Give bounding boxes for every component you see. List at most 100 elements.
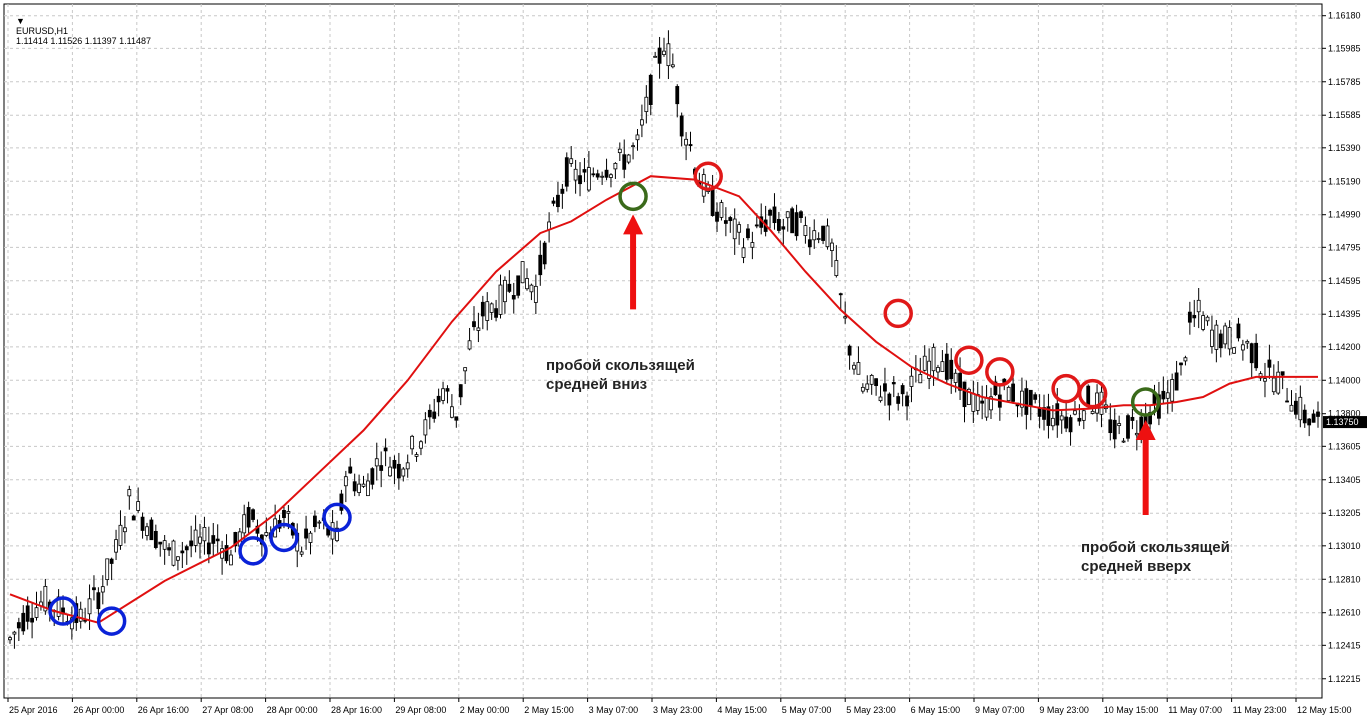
candle-body: [688, 144, 693, 147]
candle-body: [595, 173, 600, 178]
candle-body: [807, 239, 812, 248]
annotation-break-down-line2: средней вниз: [546, 376, 648, 393]
candle-body: [653, 55, 658, 58]
candle-body: [1134, 432, 1139, 436]
candle-body: [781, 226, 786, 230]
candle-body: [405, 462, 410, 470]
candle-body: [790, 208, 795, 234]
time-tick-label: 2 May 15:00: [524, 705, 574, 715]
candle-body: [1108, 419, 1113, 434]
candle-body: [1081, 410, 1086, 421]
candle-body: [1280, 371, 1285, 376]
price-tick-label: 1.14595: [1328, 276, 1361, 286]
candle-body: [542, 242, 547, 265]
candle-body: [1298, 396, 1303, 421]
candle-body: [750, 242, 755, 248]
candle-body: [754, 224, 759, 227]
candle-body: [675, 86, 680, 105]
price-tick-label: 1.15985: [1328, 43, 1361, 53]
candle-body: [489, 303, 494, 313]
candle-body: [131, 515, 136, 521]
candle-body: [193, 529, 198, 546]
candle-body: [348, 466, 353, 474]
candle-body: [1121, 440, 1126, 443]
candle-body: [414, 454, 419, 457]
price-tick-label: 1.14000: [1328, 375, 1361, 385]
candle-body: [1073, 410, 1077, 415]
price-tick-label: 1.12215: [1328, 674, 1361, 684]
time-tick-label: 5 May 07:00: [782, 705, 832, 715]
candle-body: [896, 396, 901, 404]
candle-body: [251, 509, 255, 520]
candle-body: [1006, 386, 1011, 402]
candle-body: [1311, 413, 1316, 423]
candle-body: [233, 532, 238, 547]
candle-body: [476, 327, 481, 331]
candle-body: [507, 283, 512, 292]
candle-body: [883, 383, 887, 392]
time-tick-label: 6 May 15:00: [911, 705, 961, 715]
candle-body: [878, 396, 883, 402]
candle-body: [149, 519, 154, 541]
candle-body: [962, 381, 967, 408]
price-tick-label: 1.15785: [1328, 77, 1361, 87]
time-tick-label: 28 Apr 16:00: [331, 705, 382, 715]
candle-body: [803, 225, 808, 236]
candle-body: [43, 585, 48, 612]
candle-body: [626, 154, 631, 163]
candle-body: [1095, 392, 1099, 414]
candle-body: [662, 50, 666, 56]
candle-body: [856, 362, 861, 375]
candle-body: [1285, 400, 1289, 403]
candle-body: [361, 483, 366, 487]
candle-body: [1254, 342, 1259, 369]
candle-body: [1214, 324, 1219, 350]
candle-body: [1205, 316, 1210, 322]
candle-body: [1033, 394, 1038, 400]
price-tick-label: 1.12415: [1328, 640, 1361, 650]
candle-body: [352, 481, 357, 492]
candle-body: [843, 316, 848, 319]
candle-body: [1227, 327, 1232, 350]
blue-circle-marker: [238, 536, 268, 566]
candle-body: [741, 247, 746, 258]
candle-body: [887, 393, 892, 406]
blue-circle-marker: [96, 606, 127, 636]
candle-body: [746, 228, 750, 239]
candle-body: [949, 359, 954, 380]
candle-body: [927, 360, 932, 379]
candle-body: [1028, 389, 1033, 407]
candle-body: [109, 558, 114, 564]
candle-body: [564, 157, 569, 187]
candle-body: [1245, 341, 1250, 344]
candle-body: [516, 275, 521, 296]
candle-body: [1170, 379, 1175, 402]
candle-body: [922, 355, 927, 371]
candle-body: [1174, 372, 1179, 391]
candle-body: [1236, 323, 1241, 339]
candle-body: [1179, 362, 1183, 366]
candle-body: [498, 284, 503, 315]
candle-body: [286, 511, 291, 514]
candle-body: [12, 631, 17, 635]
candle-body: [171, 540, 176, 566]
candle-body: [684, 138, 688, 146]
candle-body: [1042, 407, 1046, 420]
quote-values: 1.11414 1.11526 1.11397 1.11487: [16, 36, 151, 46]
candle-body: [401, 468, 406, 477]
candle-body: [1050, 417, 1055, 427]
candle-body: [1183, 357, 1188, 362]
price-tick-label: 1.12610: [1328, 608, 1361, 618]
candle-body: [723, 220, 728, 224]
candle-body: [569, 158, 574, 164]
green-circle-marker: [1130, 387, 1161, 417]
candle-body: [1316, 411, 1320, 417]
time-tick-label: 25 Apr 2016: [9, 705, 58, 715]
candle-body: [984, 397, 989, 418]
candle-body: [838, 293, 843, 296]
price-tick-label: 1.13800: [1328, 409, 1361, 419]
symbol-menu-icon[interactable]: ▼: [16, 16, 25, 26]
candle-body: [816, 238, 821, 240]
candle-body: [648, 74, 653, 106]
current-price-label: 1.13750: [1326, 417, 1359, 427]
